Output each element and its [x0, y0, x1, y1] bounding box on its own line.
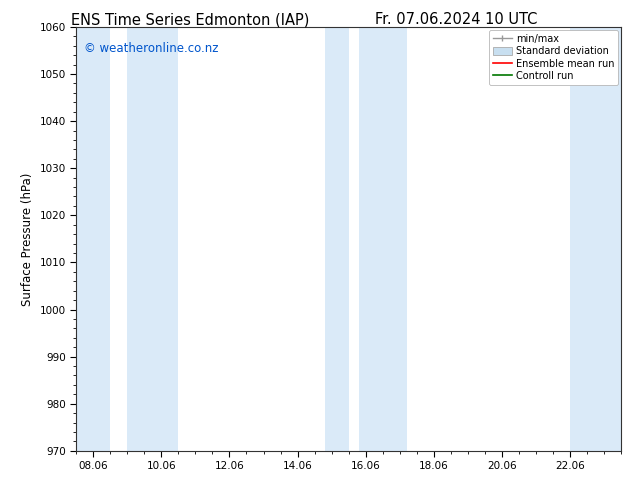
Text: Fr. 07.06.2024 10 UTC: Fr. 07.06.2024 10 UTC — [375, 12, 538, 27]
Bar — [325, 27, 349, 451]
Bar — [76, 27, 110, 451]
Text: ENS Time Series Edmonton (IAP): ENS Time Series Edmonton (IAP) — [71, 12, 309, 27]
Bar — [570, 27, 621, 451]
Y-axis label: Surface Pressure (hPa): Surface Pressure (hPa) — [21, 172, 34, 306]
Bar — [127, 27, 178, 451]
Legend: min/max, Standard deviation, Ensemble mean run, Controll run: min/max, Standard deviation, Ensemble me… — [489, 30, 618, 85]
Text: © weatheronline.co.nz: © weatheronline.co.nz — [84, 42, 219, 55]
Bar — [359, 27, 406, 451]
